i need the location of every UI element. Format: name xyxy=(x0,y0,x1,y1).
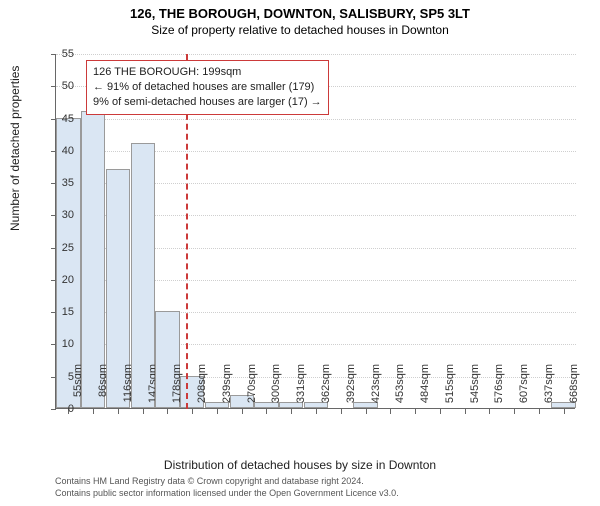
ytick-label: 0 xyxy=(44,403,74,415)
gridline xyxy=(56,54,576,55)
xtick-mark xyxy=(539,409,540,414)
ytick-label: 20 xyxy=(44,274,74,286)
annotation-line-3: 9% of semi-detached houses are larger (1… xyxy=(93,95,322,110)
y-axis-label: Number of detached properties xyxy=(8,66,22,231)
footer-attribution: Contains HM Land Registry data © Crown c… xyxy=(55,476,575,499)
annotation-line-2: ← 91% of detached houses are smaller (17… xyxy=(93,80,322,95)
ytick-label: 40 xyxy=(44,145,74,157)
xtick-mark xyxy=(266,409,267,414)
xtick-mark xyxy=(440,409,441,414)
ytick-label: 25 xyxy=(44,242,74,254)
ytick-label: 10 xyxy=(44,338,74,350)
xtick-mark xyxy=(366,409,367,414)
ytick-label: 45 xyxy=(44,113,74,125)
annotation-line-1: 126 THE BOROUGH: 199sqm xyxy=(93,65,322,80)
x-axis-label: Distribution of detached houses by size … xyxy=(0,458,600,472)
xtick-label: 545sqm xyxy=(469,364,481,414)
xtick-mark xyxy=(465,409,466,414)
xtick-label: 576sqm xyxy=(493,364,505,414)
xtick-mark xyxy=(93,409,94,414)
xtick-mark xyxy=(167,409,168,414)
ytick-label: 5 xyxy=(44,371,74,383)
xtick-label: 607sqm xyxy=(518,364,530,414)
chart-plot-area: 126 THE BOROUGH: 199sqm ← 91% of detache… xyxy=(55,54,575,409)
ytick-label: 30 xyxy=(44,209,74,221)
annotation-box: 126 THE BOROUGH: 199sqm ← 91% of detache… xyxy=(86,60,329,115)
ytick-label: 15 xyxy=(44,306,74,318)
xtick-label: 484sqm xyxy=(419,364,431,414)
xtick-mark xyxy=(217,409,218,414)
xtick-mark xyxy=(489,409,490,414)
xtick-mark xyxy=(415,409,416,414)
xtick-mark xyxy=(143,409,144,414)
xtick-mark xyxy=(341,409,342,414)
xtick-mark xyxy=(291,409,292,414)
xtick-mark xyxy=(390,409,391,414)
ytick-label: 55 xyxy=(44,48,74,60)
xtick-mark xyxy=(316,409,317,414)
xtick-label: 453sqm xyxy=(394,364,406,414)
xtick-mark xyxy=(564,409,565,414)
xtick-mark xyxy=(242,409,243,414)
footer-line-1: Contains HM Land Registry data © Crown c… xyxy=(55,476,575,488)
chart-title-sub: Size of property relative to detached ho… xyxy=(0,23,600,37)
xtick-mark xyxy=(118,409,119,414)
xtick-mark xyxy=(514,409,515,414)
xtick-label: 423sqm xyxy=(370,364,382,414)
xtick-label: 362sqm xyxy=(320,364,332,414)
xtick-mark xyxy=(192,409,193,414)
ytick-label: 50 xyxy=(44,80,74,92)
xtick-label: 668sqm xyxy=(568,364,580,414)
ytick-label: 35 xyxy=(44,177,74,189)
plot-region: 126 THE BOROUGH: 199sqm ← 91% of detache… xyxy=(55,54,575,409)
gridline xyxy=(56,119,576,120)
xtick-label: 515sqm xyxy=(444,364,456,414)
chart-title-main: 126, THE BOROUGH, DOWNTON, SALISBURY, SP… xyxy=(0,6,600,21)
footer-line-2: Contains public sector information licen… xyxy=(55,488,575,500)
